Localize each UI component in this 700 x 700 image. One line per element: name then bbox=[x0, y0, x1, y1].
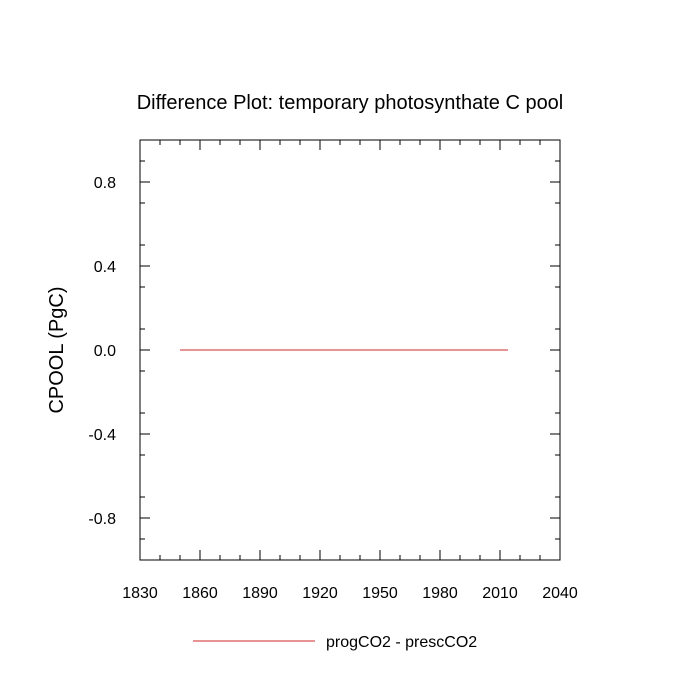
chart-title: Difference Plot: temporary photosynthate… bbox=[137, 92, 564, 114]
y-tick-label: -0.4 bbox=[88, 427, 116, 444]
axis-ticks bbox=[139, 140, 561, 560]
y-tick-label: 0.4 bbox=[94, 259, 116, 276]
x-tick-label: 1890 bbox=[242, 585, 278, 602]
x-tick-label: 2010 bbox=[482, 585, 518, 602]
x-tick-label: 1980 bbox=[422, 585, 458, 602]
y-axis-label: CPOOL (PgC) bbox=[46, 286, 68, 413]
x-tick-label: 2040 bbox=[542, 585, 578, 602]
x-tick-label: 1950 bbox=[362, 585, 398, 602]
y-tick-label: -0.8 bbox=[88, 511, 116, 528]
x-tick-label: 1920 bbox=[302, 585, 338, 602]
legend: progCO2 - prescCO2 bbox=[193, 634, 477, 651]
axis-tick-labels: 1830 1860 1890 1920 1950 1980 2010 2040 -0.8 -0.4… bbox=[88, 175, 577, 602]
y-tick-label: 0.8 bbox=[94, 175, 116, 192]
x-tick-label: 1830 bbox=[122, 585, 158, 602]
legend-label: progCO2 - prescCO2 bbox=[326, 634, 477, 651]
y-tick-label: 0.0 bbox=[94, 343, 116, 360]
x-tick-label: 1860 bbox=[182, 585, 218, 602]
